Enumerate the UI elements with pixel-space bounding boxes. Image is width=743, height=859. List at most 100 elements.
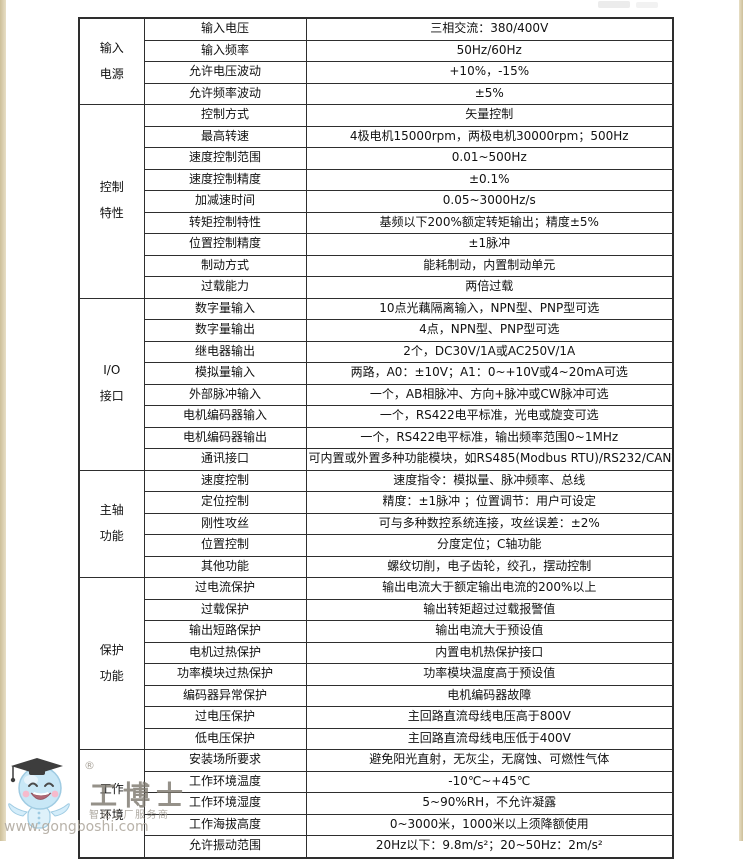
spec-row: 工作 环境 安装场所要求 避免阳光直射，无灰尘，无腐蚀、可燃性气体	[78, 749, 674, 858]
spec-item-value: 4点，NPN型、PNP型可选	[305, 319, 674, 342]
category-label: 控制	[99, 180, 124, 195]
spec-table-container: 输入 电源 输入电压 三相交流：380/400V 输入频率 50Hz/60Hz 允许电压波动…	[78, 17, 674, 859]
spec-item-value: 0.01~500Hz	[305, 147, 674, 170]
spec-item-label: 低电压保护	[143, 727, 307, 750]
spec-table-body: 输入 电源 输入电压 三相交流：380/400V 输入频率 50Hz/60Hz 允许电压波动…	[78, 17, 674, 858]
spec-item-label: 工作海拔高度	[143, 813, 307, 836]
spec-item-value: 可内置或外置多种功能模块，如RS485(Modbus RTU)/RS232/CA…	[305, 448, 674, 471]
spec-table: 输入 电源 输入电压 三相交流：380/400V 输入频率 50Hz/60Hz 允许电压波动…	[78, 17, 674, 859]
spec-row: 允许振动范围 20Hz以下：9.8m/s²；20~50Hz：2m/s²	[79, 835, 674, 858]
spec-item-label: 外部脉冲输入	[143, 383, 307, 406]
spec-item-value: +10%，-15%	[305, 61, 674, 84]
spec-row: 刚性攻丝 可与多种数控系统连接，攻丝误差：±2%	[79, 512, 674, 535]
spec-item-label: 定位控制	[143, 491, 307, 514]
spec-item-value: 4极电机15000rpm，两极电机30000rpm；500Hz	[305, 125, 674, 148]
spec-item-label: 最高转速	[143, 125, 307, 148]
right-edge-strip	[739, 0, 743, 841]
spec-row: 工作环境温度 -10℃~+45℃	[79, 770, 674, 793]
spec-row: 外部脉冲输入 一个，AB相脉冲、方向+脉冲或CW脉冲可选	[79, 383, 674, 406]
spec-row: 编码器异常保护 电机编码器故障	[79, 684, 674, 707]
spec-row: 过载保护 输出转矩超过过载报警值	[79, 598, 674, 621]
spec-item-label: 过载能力	[143, 276, 307, 299]
spec-item-value: 基频以下200%额定转矩输出；精度±5%	[305, 211, 674, 234]
category-label: 电源	[99, 66, 124, 81]
spec-row: 位置控制精度 ±1脉冲	[79, 233, 674, 256]
category-cell: 保护 功能	[78, 577, 145, 750]
category-cell: 输入 电源	[78, 17, 145, 105]
spec-item-label: 速度控制	[143, 469, 307, 492]
spec-item-label: 工作环境湿度	[143, 792, 307, 815]
spec-item-value: 电机编码器故障	[305, 684, 674, 707]
spec-item-label: 功率模块过热保护	[143, 663, 307, 686]
spec-item-label: 允许振动范围	[143, 835, 307, 858]
spec-row: 过载能力 两倍过载	[79, 276, 674, 299]
spec-item-label: 速度控制范围	[143, 147, 307, 170]
spec-item-label: 继电器输出	[143, 340, 307, 363]
mascot-logo-icon	[8, 758, 70, 829]
spec-item-value: 一个，RS422电平标准，输出频率范围0~1MHz	[305, 426, 674, 449]
spec-item-value: 输出电流大于预设值	[305, 620, 674, 643]
spec-item-label: 允许频率波动	[143, 82, 307, 105]
spec-item-label: 其他功能	[143, 555, 307, 578]
left-edge-strip	[0, 0, 6, 841]
spec-row: 允许频率波动 ±5%	[79, 82, 674, 105]
spec-item-value: 50Hz/60Hz	[305, 39, 674, 62]
spec-item-value: 分度定位；C轴功能	[305, 534, 674, 557]
spec-row: 定位控制 精度：±1脉冲 ；位置调节：用户可设定	[79, 491, 674, 514]
spec-item-label: 工作环境温度	[143, 770, 307, 793]
category-cell: 控制 特性	[78, 104, 145, 299]
spec-row: 工作海拔高度 0~3000米，1000米以上须降额使用	[79, 813, 674, 836]
spec-item-value: 一个，AB相脉冲、方向+脉冲或CW脉冲可选	[305, 383, 674, 406]
spec-row: 控制 特性 控制方式 矢量控制	[78, 104, 674, 299]
spec-row: 转矩控制特性 基频以下200%额定转矩输出；精度±5%	[79, 211, 674, 234]
spec-item-label: 刚性攻丝	[143, 512, 307, 535]
spec-row: 输入频率 50Hz/60Hz	[79, 39, 674, 62]
spec-item-label: 位置控制精度	[143, 233, 307, 256]
spec-item-label: 加减速时间	[143, 190, 307, 213]
spec-row: 模拟量输入 两路，A0：±10V；A1：0~+10V或4~20mA可选	[79, 362, 674, 385]
spec-item-value: ±0.1%	[305, 168, 674, 191]
spec-item-value: 10点光藕隔离输入，NPN型、PNP型可选	[305, 297, 674, 320]
spec-item-value: 两路，A0：±10V；A1：0~+10V或4~20mA可选	[305, 362, 674, 385]
category-label: 输入	[99, 40, 124, 55]
spec-row: 低电压保护 主回路直流母线电压低于400V	[79, 727, 674, 750]
spec-item-label: 数字量输出	[143, 319, 307, 342]
spec-row: 速度控制范围 0.01~500Hz	[79, 147, 674, 170]
spec-row: 位置控制 分度定位；C轴功能	[79, 534, 674, 557]
spec-item-value: 主回路直流母线电压高于800V	[305, 706, 674, 729]
spec-item-label: 电机编码器输出	[143, 426, 307, 449]
category-cell: I/O 接口	[78, 297, 145, 471]
category-label: 保护	[99, 642, 124, 657]
spec-item-label: 数字量输入	[143, 297, 307, 320]
spec-item-label: 过电流保护	[143, 577, 307, 600]
spec-item-value: 功率模块温度高于预设值	[305, 663, 674, 686]
spec-row: 保护 功能 过电流保护 输出电流大于额定输出电流的200%以上	[78, 577, 674, 750]
spec-item-value: 20Hz以下：9.8m/s²；20~50Hz：2m/s²	[305, 835, 674, 858]
spec-row: 工作环境湿度 5~90%RH，不允许凝露	[79, 792, 674, 815]
spec-item-value: 避免阳光直射，无灰尘，无腐蚀、可燃性气体	[305, 749, 674, 772]
spec-row: 电机编码器输出 一个，RS422电平标准，输出频率范围0~1MHz	[79, 426, 674, 449]
spec-item-value: 可与多种数控系统连接，攻丝误差：±2%	[305, 512, 674, 535]
spec-item-label: 输入频率	[143, 39, 307, 62]
spec-item-value: 内置电机热保护接口	[305, 641, 674, 664]
category-label: 主轴	[99, 502, 124, 517]
spec-row: 加减速时间 0.05~3000Hz/s	[79, 190, 674, 213]
spec-row: I/O 接口 数字量输入 10点光藕隔离输入，NPN型、PNP型可选	[78, 297, 674, 471]
spec-item-label: 输出短路保护	[143, 620, 307, 643]
spec-row: 允许电压波动 +10%，-15%	[79, 61, 674, 84]
spec-item-label: 通讯接口	[143, 448, 307, 471]
spec-item-label: 速度控制精度	[143, 168, 307, 191]
spec-item-value: 主回路直流母线电压低于400V	[305, 727, 674, 750]
spec-item-value: 两倍过载	[305, 276, 674, 299]
category-label: I/O	[103, 363, 121, 378]
category-cell: 主轴 功能	[78, 469, 145, 578]
category-label: 功能	[99, 528, 124, 543]
spec-row: 数字量输出 4点，NPN型、PNP型可选	[79, 319, 674, 342]
spec-row: 最高转速 4极电机15000rpm，两极电机30000rpm；500Hz	[79, 125, 674, 148]
spec-item-label: 输入电压	[143, 17, 307, 41]
spec-row: 电机编码器输入 一个，RS422电平标准，光电或旋变可选	[79, 405, 674, 428]
spec-row: 通讯接口 可内置或外置多种功能模块，如RS485(Modbus RTU)/RS23…	[79, 448, 674, 471]
spec-item-value: 速度指令：模拟量、脉冲频率、总线	[305, 469, 674, 492]
spec-item-label: 过载保护	[143, 598, 307, 621]
spec-row: 继电器输出 2个，DC30V/1A或AC250V/1A	[79, 340, 674, 363]
